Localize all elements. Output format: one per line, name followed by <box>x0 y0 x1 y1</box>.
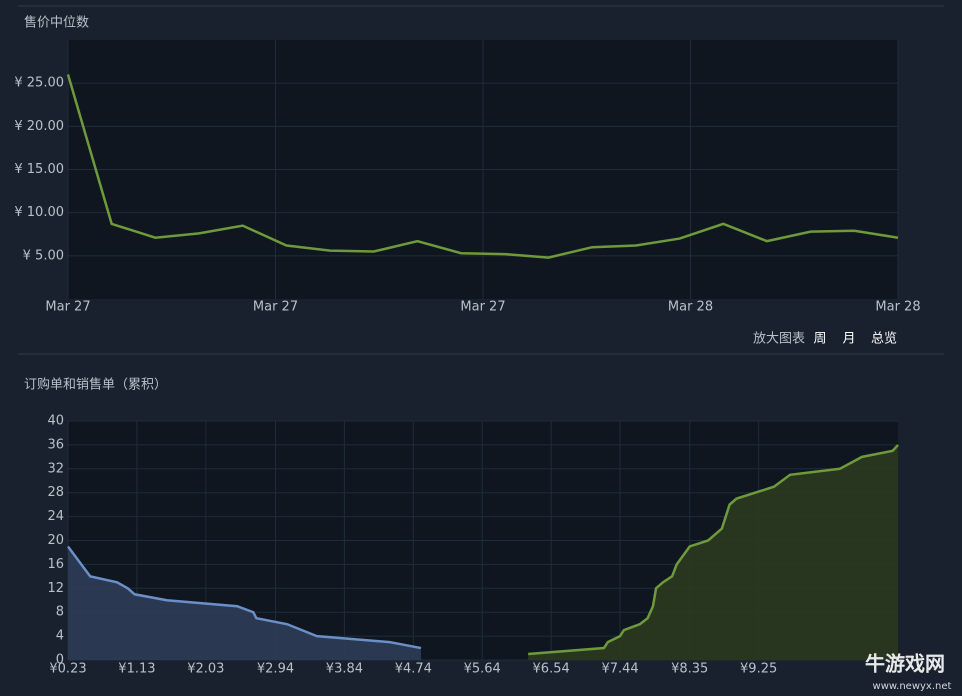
x-tick-label: ¥9.25 <box>740 662 777 677</box>
depth-area <box>528 444 898 660</box>
y-tick-label: 32 <box>47 461 64 476</box>
price-line <box>66 74 899 259</box>
y-tick-label: ¥ 25.00 <box>14 76 64 91</box>
x-tick-label: Mar 27 <box>460 300 505 315</box>
x-tick-label: ¥8.35 <box>671 662 708 677</box>
y-tick-label: 36 <box>47 437 64 452</box>
range-link[interactable]: 月 <box>842 332 855 347</box>
range-link[interactable]: 总览 <box>871 331 897 347</box>
y-tick-label: 8 <box>56 605 64 620</box>
x-tick-label: Mar 27 <box>45 300 90 315</box>
y-tick-label: ¥ 20.00 <box>14 119 64 134</box>
zoom-link[interactable]: 放大图表 <box>753 332 805 347</box>
y-tick-label: ¥ 5.00 <box>23 248 64 263</box>
x-tick-label: ¥0.23 <box>49 662 86 677</box>
x-tick-label: ¥7.44 <box>601 662 638 677</box>
x-tick-label: ¥5.64 <box>464 662 501 677</box>
x-tick-label: ¥6.54 <box>533 662 570 677</box>
x-tick-label: ¥1.13 <box>118 662 155 677</box>
y-tick-label: 20 <box>47 533 64 548</box>
y-tick-label: ¥ 15.00 <box>14 162 64 177</box>
x-tick-label: ¥4.74 <box>395 662 432 677</box>
x-tick-label: Mar 28 <box>875 300 920 315</box>
depth-line <box>66 545 422 650</box>
x-tick-label: ¥2.03 <box>187 662 224 677</box>
x-tick-label: ¥2.94 <box>257 662 294 677</box>
y-tick-label: 24 <box>47 509 64 524</box>
y-tick-label: 4 <box>56 629 64 644</box>
x-tick-label: ¥3.84 <box>326 662 363 677</box>
y-tick-label: ¥ 10.00 <box>14 205 64 220</box>
y-tick-label: 12 <box>47 581 64 596</box>
x-tick-label: Mar 28 <box>668 300 713 315</box>
chart-title: 订购单和销售单（累积） <box>24 377 167 393</box>
depth-area <box>68 546 421 660</box>
y-tick-label: 40 <box>47 414 64 429</box>
y-tick-label: 28 <box>47 485 64 500</box>
x-tick-label: Mar 27 <box>253 300 298 315</box>
y-tick-label: 0 <box>56 653 64 668</box>
range-link[interactable]: 周 <box>813 332 826 347</box>
depth-line <box>528 444 899 656</box>
chart-title: 售价中位数 <box>24 15 89 31</box>
watermark: 牛游戏网 <box>865 652 945 676</box>
watermark-url: www.newyx.net <box>873 681 952 692</box>
y-tick-label: 16 <box>47 557 64 572</box>
